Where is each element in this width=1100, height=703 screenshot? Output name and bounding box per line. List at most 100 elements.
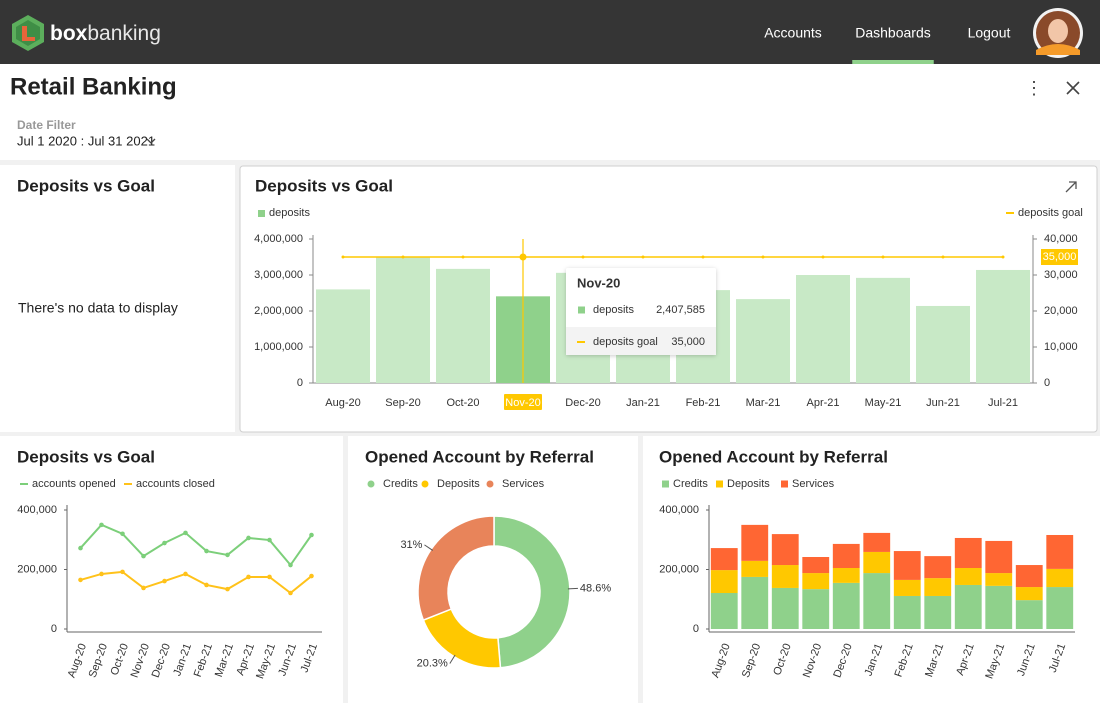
- legend-swatch: [258, 210, 265, 217]
- y2-tick-label: 20,000: [1044, 305, 1078, 317]
- goal-point: [941, 255, 945, 259]
- x-tick-label: Nov-20: [505, 397, 540, 409]
- point: [162, 540, 167, 546]
- bar-segment: [802, 589, 830, 629]
- leader-line: [449, 654, 456, 664]
- point: [78, 545, 83, 551]
- panel: [0, 165, 235, 432]
- bar-segment: [924, 578, 952, 596]
- avatar[interactable]: [1033, 8, 1083, 58]
- panel-title: Deposits vs Goal: [255, 176, 393, 195]
- y-tick-label: 2,000,000: [254, 305, 303, 317]
- y2-highlight: [1041, 249, 1078, 265]
- legend-label: deposits goal: [1018, 207, 1083, 219]
- point: [267, 537, 272, 543]
- brand: boxbanking: [50, 22, 161, 45]
- logo: [12, 15, 44, 51]
- y2-tick-label: 40,000: [1044, 233, 1078, 245]
- expand-icon[interactable]: [1065, 181, 1077, 193]
- point: [120, 531, 125, 537]
- nav-link[interactable]: Accounts: [764, 25, 822, 41]
- bar-segment: [771, 587, 799, 629]
- bar-segment: [863, 532, 891, 552]
- bar-segment: [985, 585, 1013, 629]
- bar: [976, 269, 1030, 383]
- close-icon[interactable]: [1066, 81, 1080, 95]
- x-tick-label: Aug-20: [325, 397, 360, 409]
- empty-message: There's no data to display: [18, 300, 178, 316]
- bar: [796, 275, 850, 383]
- panel-title: Opened Account by Referral: [365, 447, 594, 466]
- legend-label: Services: [792, 478, 835, 490]
- data-label: 31%: [400, 539, 422, 551]
- bar-segment: [924, 595, 952, 629]
- bar-segment: [1046, 568, 1074, 588]
- y-tick-label: 3,000,000: [254, 269, 303, 281]
- legend-label: deposits: [269, 207, 310, 219]
- nav-link[interactable]: Dashboards: [855, 25, 931, 41]
- point: [120, 569, 125, 575]
- tooltip-value: 35,000: [671, 336, 705, 348]
- point: [225, 552, 230, 558]
- bar: [316, 289, 370, 383]
- bar: [436, 268, 490, 383]
- donut-slice: [417, 515, 495, 622]
- bar-segment: [863, 551, 891, 574]
- legend-label: Credits: [383, 478, 418, 490]
- tooltip-row-bg: [566, 327, 716, 355]
- point: [78, 577, 83, 583]
- legend-label: accounts closed: [136, 478, 215, 490]
- legend-swatch: [421, 480, 429, 488]
- legend-swatch: [781, 480, 788, 488]
- x-label-highlight: [504, 394, 542, 410]
- panel-title: Deposits vs Goal: [17, 447, 155, 466]
- y2-tick-label: 10,000: [1044, 341, 1078, 353]
- point: [267, 574, 272, 580]
- bar-segment: [1046, 534, 1074, 569]
- legend-label: accounts opened: [32, 478, 116, 490]
- x-tick-label: Sep-20: [385, 397, 420, 409]
- bar: [376, 257, 430, 383]
- bar-segment: [741, 560, 769, 577]
- nav-link[interactable]: Logout: [968, 25, 1011, 41]
- point: [288, 590, 293, 596]
- point: [183, 530, 188, 536]
- legend-label: Services: [502, 478, 545, 490]
- x-tick-label: May-21: [865, 397, 902, 409]
- tooltip: Nov-20 deposits 2,407,585 deposits goal 35,0…: [566, 268, 716, 355]
- point: [162, 578, 167, 584]
- point: [204, 548, 209, 554]
- goal-point: [1001, 255, 1005, 259]
- page-title: Retail Banking: [10, 73, 177, 100]
- x-tick-label: Feb-21: [686, 397, 721, 409]
- bar-segment: [893, 579, 921, 596]
- point: [183, 571, 188, 577]
- bar-segment: [1046, 587, 1074, 629]
- bar-segment: [832, 543, 860, 569]
- bar-segment: [954, 568, 982, 585]
- point: [288, 562, 293, 568]
- legend-swatch: [716, 480, 723, 488]
- bar-segment: [954, 537, 982, 569]
- goal-point: [461, 255, 465, 259]
- goal-point: [761, 255, 765, 259]
- x-tick-label: Apr-21: [806, 397, 839, 409]
- x-tick-label: Jul-21: [988, 397, 1018, 409]
- filter-value[interactable]: Jul 1 2020 : Jul 31 2021: [17, 133, 155, 148]
- donut-slice: [493, 515, 571, 669]
- bar-segment: [985, 540, 1013, 574]
- bar: [856, 277, 910, 383]
- bar-segment: [802, 557, 830, 574]
- point: [309, 532, 314, 538]
- goal-point: [821, 255, 825, 259]
- y-tick-label: 400,000: [17, 504, 57, 516]
- bar-segment: [710, 570, 738, 594]
- bar: [916, 305, 970, 383]
- tooltip-name: deposits: [593, 304, 634, 316]
- legend-swatch: [367, 480, 375, 488]
- chevron[interactable]: [146, 138, 156, 144]
- bar-segment: [893, 595, 921, 629]
- bar-segment: [710, 593, 738, 629]
- x-tick-label: Mar-21: [746, 397, 781, 409]
- menu-icon[interactable]: ⋮: [1025, 78, 1043, 98]
